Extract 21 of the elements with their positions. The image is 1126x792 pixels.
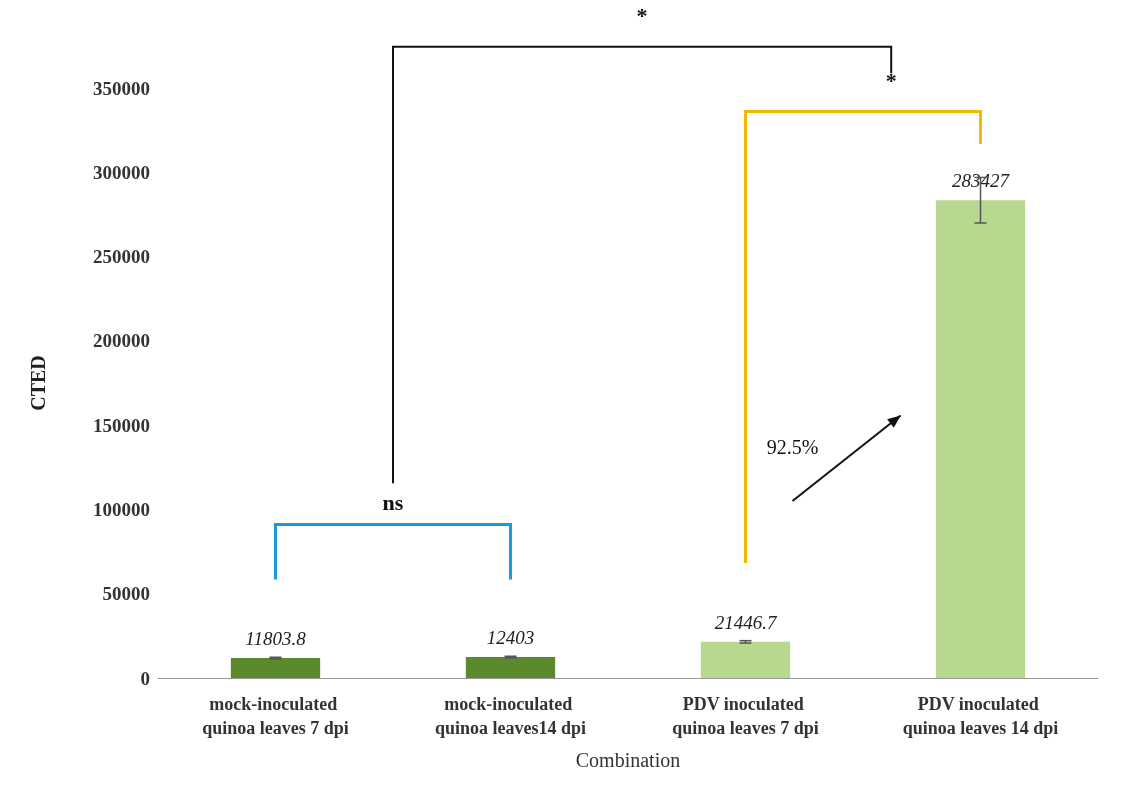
- y-tick-label: 100000: [93, 498, 150, 520]
- annotation: ns: [382, 489, 404, 515]
- x-tick-label: PDV inoculated quinoa leaves 7 dpi: [672, 694, 819, 738]
- y-tick-label: 0: [140, 667, 150, 689]
- y-tick-label: 250000: [93, 246, 150, 268]
- y-tick-label: 350000: [93, 77, 150, 99]
- y-tick-label: 150000: [93, 414, 150, 436]
- x-tick-label: PDV inoculated quinoa leaves 14 dpi: [902, 694, 1059, 738]
- y-tick-label: 50000: [102, 583, 150, 605]
- data-label: 21446.7: [714, 611, 778, 633]
- annotation: 92.5%: [766, 435, 819, 458]
- y-tick-label: 200000: [93, 330, 150, 352]
- x-axis-title: Combination: [575, 749, 681, 771]
- x-tick-label: mock-inoculated quinoa leaves 7 dpi: [202, 694, 349, 738]
- data-label: 12403: [486, 627, 535, 649]
- y-tick-label: 300000: [93, 161, 150, 183]
- annotation: *: [885, 67, 897, 93]
- data-label: 11803.8: [245, 628, 307, 650]
- text: *: [636, 3, 648, 28]
- y-axis-title: CTED: [27, 355, 49, 411]
- x-tick-label: mock-inoculated quinoa leaves14 dpi: [434, 694, 587, 738]
